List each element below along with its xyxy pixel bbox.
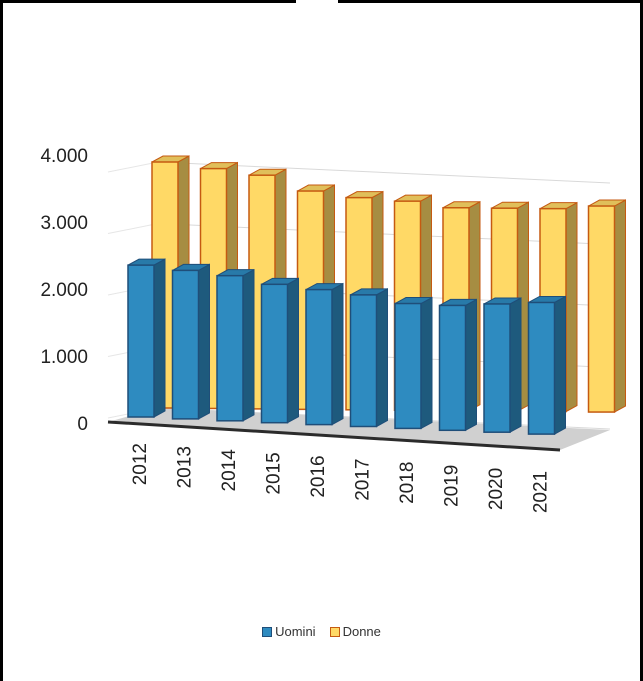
x-tick-label: 2021: [531, 471, 552, 513]
legend-label-uomini: Uomini: [275, 624, 316, 639]
y-tick-label: 2.000: [40, 280, 88, 301]
x-tick-label: 2016: [308, 455, 329, 497]
side-gridline: [107, 223, 159, 234]
x-tick-label: 2020: [486, 468, 507, 510]
bar-uomini: [305, 282, 344, 426]
y-tick-label: 4.000: [40, 146, 88, 167]
bar-uomini: [216, 268, 255, 422]
y-axis-ticks: 0 1.000 2.000 3.000 4.000: [40, 146, 88, 435]
x-axis-ticks: 2012 2013 2014 2015 2016 2017 2018 2019 2020 2021: [130, 443, 552, 513]
bar-uomini: [438, 298, 477, 432]
side-gridline: [107, 161, 159, 173]
bar-uomini: [394, 296, 433, 430]
legend-swatch-donne: [329, 626, 340, 637]
y-tick-label: 0: [77, 414, 88, 435]
legend-item-donne: Donne: [329, 624, 381, 639]
legend-label-donne: Donne: [342, 624, 381, 639]
bar-uomini: [260, 277, 299, 424]
bar-uomini: [171, 263, 210, 420]
uomini-bars: [127, 258, 566, 435]
y-tick-label: 3.000: [40, 213, 88, 234]
x-tick-label: 2015: [264, 452, 285, 494]
bar-uomini: [127, 258, 166, 418]
legend-item-uomini: Uomini: [262, 624, 316, 639]
x-tick-label: 2012: [130, 443, 151, 485]
legend: Uomini Donne: [0, 624, 643, 639]
legend-swatch-uomini: [262, 626, 273, 637]
x-tick-label: 2018: [397, 462, 418, 504]
y-tick-label: 1.000: [40, 347, 88, 368]
bar-uomini: [483, 297, 522, 434]
x-tick-label: 2013: [175, 446, 196, 488]
bar-donne: [587, 199, 626, 413]
bar-uomini: [527, 295, 566, 435]
x-tick-label: 2017: [353, 459, 374, 501]
bar-uomini: [349, 288, 388, 428]
floor-front-edge: [107, 420, 561, 452]
frame-gap: [296, 0, 338, 5]
x-tick-label: 2014: [219, 449, 240, 492]
x-tick-label: 2019: [442, 465, 463, 507]
